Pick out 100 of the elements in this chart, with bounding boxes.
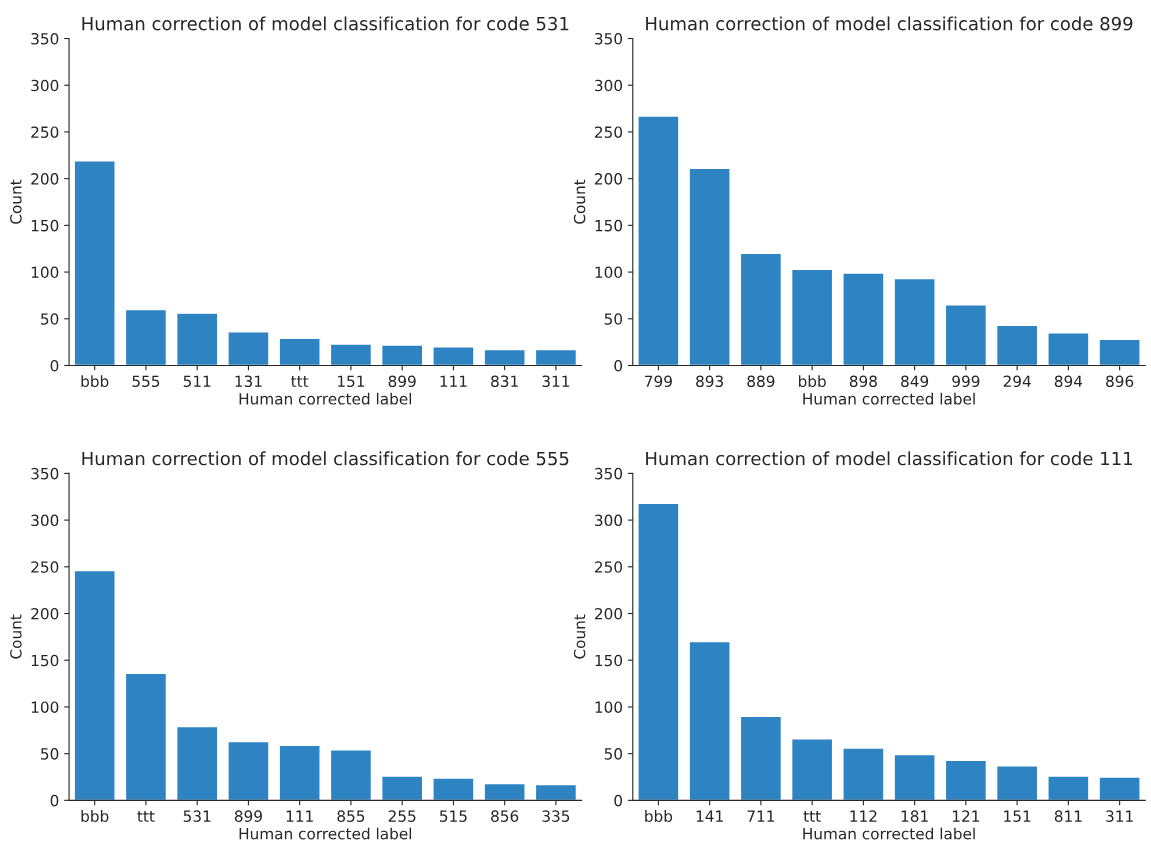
x-tick-label: 893: [696, 375, 723, 388]
x-tick-label: 112: [850, 810, 877, 822]
x-tick-label: 311: [1106, 810, 1133, 822]
chart-title: Human correction of model classification for code 111: [646, 451, 1132, 466]
x-tick-label: 131: [235, 375, 262, 388]
y-tick-label: 350: [595, 467, 623, 480]
x-tick-label: 555: [132, 375, 160, 388]
x-tick-label: 111: [286, 810, 313, 822]
chart-title: Human correction of model classification for code 531: [82, 16, 569, 31]
x-tick-label: 151: [1004, 810, 1031, 822]
x-tick-label: 141: [696, 810, 723, 822]
bar: [893, 277, 936, 366]
x-axis-title: Human corrected label: [803, 827, 975, 840]
y-axis-title: Count: [10, 614, 22, 659]
y-tick-label: 250: [595, 561, 623, 573]
x-tick-label: ttt: [137, 810, 155, 822]
bar: [534, 348, 578, 366]
bar: [175, 312, 219, 366]
y-tick-label: 100: [31, 701, 59, 713]
y-tick-label: 0: [50, 359, 59, 372]
bar: [688, 640, 731, 801]
x-tick-label: 855: [337, 810, 365, 822]
x-tick-label: 856: [491, 810, 519, 822]
bar: [124, 672, 168, 801]
y-tick-label: 150: [595, 654, 623, 667]
bar: [175, 725, 219, 801]
x-tick-label: 849: [901, 375, 929, 388]
y-tick-label: 200: [595, 173, 623, 185]
x-tick-label: 151: [338, 375, 365, 388]
x-tick-label: 896: [1106, 375, 1134, 388]
y-tick-label: 350: [31, 467, 59, 480]
y-tick-label: 50: [41, 313, 59, 325]
y-tick-label: 150: [595, 219, 623, 232]
bar: [1098, 776, 1141, 801]
bar: [1047, 775, 1090, 801]
y-tick-label: 350: [595, 32, 623, 45]
y-tick-label: 0: [614, 794, 623, 807]
bar: [73, 569, 116, 801]
y-tick-label: 100: [595, 266, 623, 279]
chart-title: Human correction of model classification for code 899: [646, 16, 1133, 31]
bar: [944, 304, 988, 366]
bar: [790, 738, 834, 801]
y-tick-label: 0: [50, 794, 59, 807]
bar: [637, 502, 680, 801]
x-tick-label: 311: [542, 375, 570, 388]
y-tick-label: 300: [595, 79, 623, 92]
x-tick-label: 181: [901, 810, 928, 822]
bar: [380, 344, 424, 366]
y-tick-label: 150: [31, 219, 59, 232]
x-tick-label: 899: [234, 810, 262, 822]
bar: [688, 167, 731, 366]
x-tick-label: 511: [183, 375, 211, 388]
x-tick-label: 121: [952, 810, 980, 822]
x-tick-label: 531: [183, 810, 211, 822]
x-axis-title: Human corrected label: [239, 827, 412, 840]
x-tick-label: 831: [491, 375, 518, 388]
y-axis-title: Count: [573, 614, 586, 659]
y-tick-label: 200: [31, 173, 59, 185]
y-tick-label: 200: [31, 607, 59, 620]
x-tick-label: bbb: [81, 375, 109, 388]
bar: [637, 115, 680, 366]
chart-title: Human correction of model classification for code 555: [82, 451, 569, 466]
bar: [534, 783, 578, 801]
bar: [432, 346, 475, 366]
bar: [432, 777, 475, 801]
y-tick-label: 300: [595, 514, 623, 527]
y-tick-label: 250: [31, 561, 59, 573]
x-tick-label: ttt: [291, 376, 309, 387]
x-tick-label: bbb: [81, 810, 109, 822]
x-tick-label: 111: [440, 375, 467, 387]
x-axis-title: Human corrected label: [803, 392, 975, 405]
x-axis-title: Human corrected label: [239, 392, 412, 405]
y-tick-label: 50: [41, 748, 59, 760]
x-tick-label: 335: [542, 810, 570, 822]
bar: [842, 272, 885, 366]
bar: [893, 753, 936, 801]
x-tick-label: 999: [952, 375, 980, 388]
y-tick-label: 50: [604, 748, 623, 760]
x-tick-label: 515: [440, 810, 467, 822]
y-tick-label: 200: [595, 607, 623, 620]
bar: [227, 740, 270, 801]
bar: [995, 324, 1039, 366]
bar: [329, 343, 373, 366]
y-tick-label: 250: [31, 126, 59, 138]
x-tick-label: 799: [645, 375, 672, 388]
x-tick-label: 255: [388, 810, 416, 822]
y-axis-title: Count: [10, 179, 22, 224]
x-tick-label: bbb: [798, 375, 826, 388]
bar: [842, 747, 885, 801]
bar: [483, 782, 526, 801]
x-tick-label: 894: [1054, 375, 1083, 388]
x-tick-label: 294: [1003, 375, 1031, 388]
bar: [124, 308, 168, 366]
y-tick-label: 150: [31, 654, 59, 667]
x-tick-label: ttt: [803, 810, 821, 822]
y-tick-label: 250: [595, 126, 623, 138]
bar: [73, 160, 116, 366]
bar: [329, 749, 373, 801]
bar: [380, 775, 424, 801]
bar: [1098, 338, 1141, 366]
